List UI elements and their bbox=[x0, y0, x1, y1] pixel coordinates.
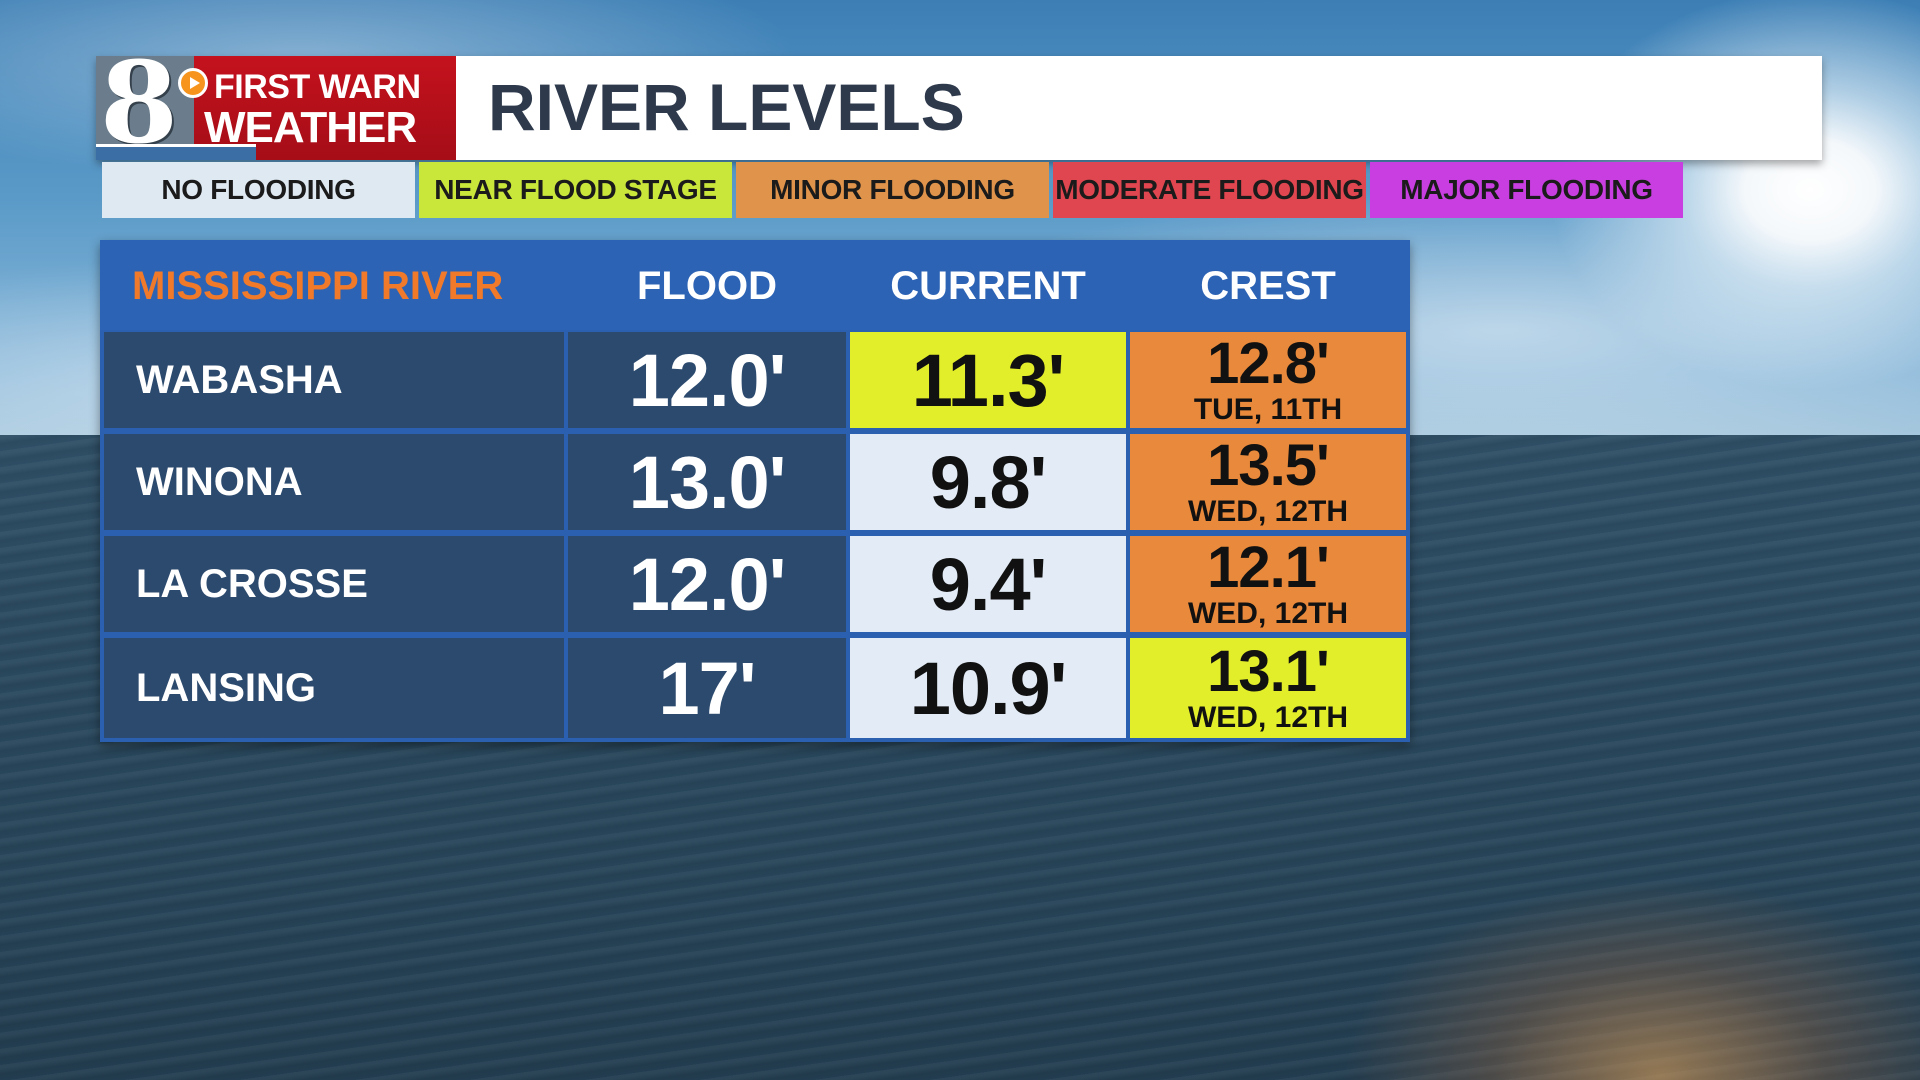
legend-moderate-flooding: MODERATE FLOODING bbox=[1053, 162, 1366, 218]
header-bar: 8 FIRST WARN WEATHER RIVER LEVELS bbox=[96, 42, 1822, 165]
flood-legend: NO FLOODING NEAR FLOOD STAGE MINOR FLOOD… bbox=[102, 162, 1687, 218]
legend-major-flooding: MAJOR FLOODING bbox=[1370, 162, 1683, 218]
legend-minor-flooding: MINOR FLOODING bbox=[736, 162, 1049, 218]
row-location: WINONA bbox=[104, 434, 564, 530]
header-flood: FLOOD bbox=[637, 264, 777, 308]
page-title: RIVER LEVELS bbox=[488, 70, 965, 144]
header-river: MISSISSIPPI RIVER bbox=[132, 264, 504, 308]
row-location: LANSING bbox=[104, 638, 564, 738]
row-current: 9.4' bbox=[850, 536, 1126, 632]
row-flood: 12.0' bbox=[568, 536, 846, 632]
row-flood: 17' bbox=[568, 638, 846, 738]
legend-near-flood-stage: NEAR FLOOD STAGE bbox=[419, 162, 732, 218]
crest-value: 12.8' bbox=[1207, 331, 1330, 396]
crest-date: WED, 12TH bbox=[1187, 701, 1349, 734]
row-location: WABASHA bbox=[104, 332, 564, 428]
row-crest: 12.1' WED, 12TH bbox=[1130, 536, 1406, 632]
logo-line2: WEATHER bbox=[204, 103, 417, 152]
table-header: MISSISSIPPI RIVER FLOOD CURRENT CREST bbox=[100, 240, 1410, 330]
header-current: CURRENT bbox=[890, 264, 1086, 308]
crest-date: WED, 12TH bbox=[1187, 495, 1349, 528]
row-flood: 12.0' bbox=[568, 332, 846, 428]
row-crest: 13.5' WED, 12TH bbox=[1130, 434, 1406, 530]
row-crest: 12.8' TUE, 11TH bbox=[1130, 332, 1406, 428]
crest-date: TUE, 11TH bbox=[1193, 393, 1343, 426]
row-current: 9.8' bbox=[850, 434, 1126, 530]
logo-line1: FIRST WARN bbox=[214, 68, 421, 106]
row-current: 10.9' bbox=[850, 638, 1126, 738]
row-crest: 13.1' WED, 12TH bbox=[1130, 638, 1406, 738]
crest-value: 13.1' bbox=[1207, 639, 1330, 704]
logo-wave bbox=[96, 144, 256, 160]
station-logo: 8 FIRST WARN WEATHER bbox=[96, 42, 456, 165]
row-location: LA CROSSE bbox=[104, 536, 564, 632]
play-icon bbox=[178, 68, 208, 98]
header-crest: CREST bbox=[1200, 264, 1336, 308]
crest-date: WED, 12TH bbox=[1187, 597, 1349, 630]
row-flood: 13.0' bbox=[568, 434, 846, 530]
crest-value: 12.1' bbox=[1207, 535, 1330, 600]
crest-value: 13.5' bbox=[1207, 433, 1330, 498]
row-current: 11.3' bbox=[850, 332, 1126, 428]
legend-no-flooding: NO FLOODING bbox=[102, 162, 415, 218]
river-levels-table: MISSISSIPPI RIVER FLOOD CURRENT CREST WA… bbox=[100, 240, 1410, 742]
